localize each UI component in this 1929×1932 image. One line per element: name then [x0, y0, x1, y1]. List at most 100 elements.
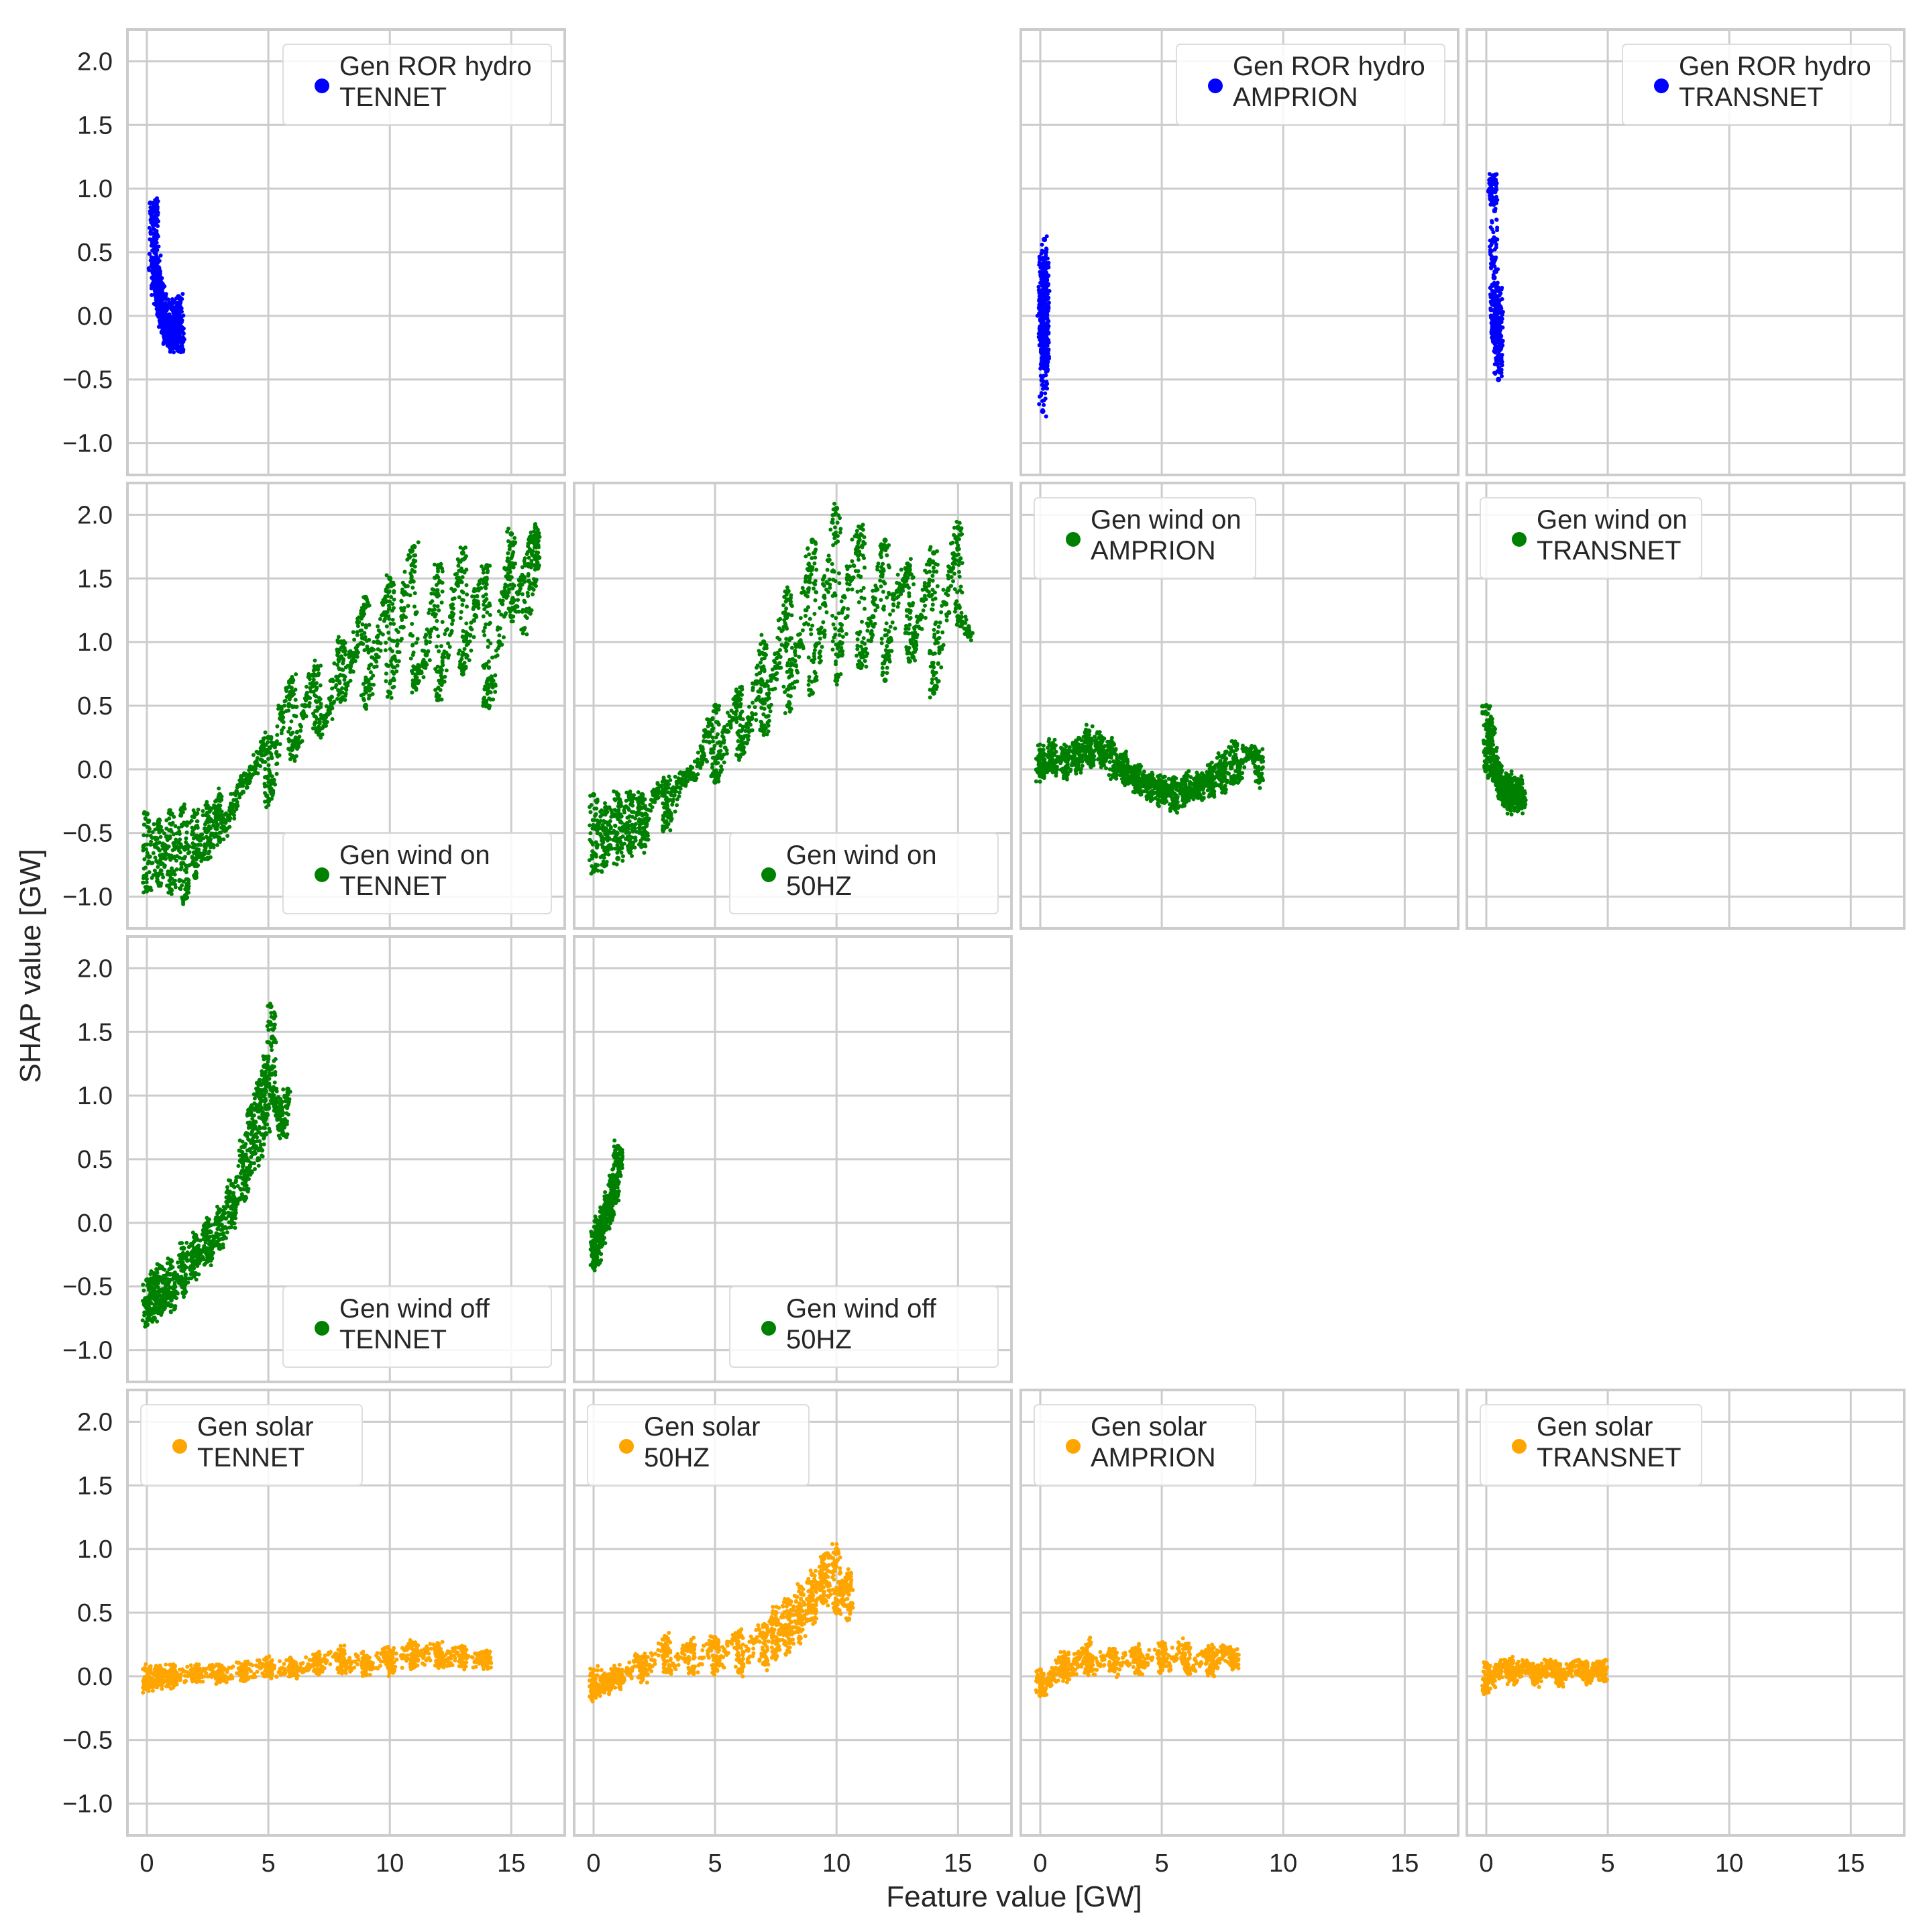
data-point — [347, 653, 351, 657]
data-point — [394, 669, 399, 674]
data-point — [395, 638, 400, 643]
data-point — [1041, 328, 1046, 333]
data-point — [531, 533, 536, 538]
data-point — [487, 696, 492, 701]
data-point — [712, 778, 717, 783]
data-point — [661, 777, 666, 782]
data-point — [661, 801, 665, 806]
data-point — [196, 843, 201, 847]
data-point — [182, 806, 187, 811]
data-point — [1488, 225, 1493, 229]
data-point — [535, 539, 540, 544]
data-point — [609, 814, 614, 819]
data-point — [239, 784, 244, 788]
data-point — [496, 609, 501, 614]
data-point — [269, 755, 274, 759]
data-point — [307, 677, 312, 682]
data-point — [178, 850, 182, 855]
data-point — [510, 586, 515, 591]
data-point — [1040, 398, 1044, 403]
data-point — [493, 690, 498, 694]
data-point — [1045, 256, 1050, 261]
data-point — [425, 662, 429, 667]
data-point — [288, 726, 292, 731]
data-point — [290, 675, 294, 679]
data-point — [351, 650, 356, 655]
data-point — [288, 695, 292, 700]
data-point — [314, 730, 319, 735]
data-point — [324, 704, 329, 708]
data-point — [464, 583, 469, 588]
data-point — [477, 581, 482, 586]
data-point — [409, 574, 414, 578]
legend-label: Gen ROR hydro — [1679, 52, 1871, 81]
data-point — [709, 773, 714, 778]
data-point — [710, 739, 715, 744]
data-point — [338, 690, 343, 695]
data-point — [355, 633, 360, 637]
data-point — [447, 633, 452, 637]
data-point — [366, 666, 371, 671]
data-point — [457, 576, 461, 580]
data-point — [643, 811, 648, 816]
data-point — [456, 564, 461, 568]
data-point — [1500, 286, 1504, 290]
data-point — [461, 598, 465, 602]
data-point — [256, 771, 260, 775]
data-point — [166, 297, 170, 302]
data-point — [410, 643, 415, 648]
data-point — [747, 704, 751, 709]
data-point — [147, 268, 152, 272]
data-point — [494, 654, 498, 659]
data-point — [302, 703, 307, 708]
data-point — [733, 698, 738, 702]
data-point — [1045, 319, 1050, 324]
data-point — [409, 563, 414, 568]
data-point — [462, 556, 467, 561]
data-point — [421, 657, 426, 662]
data-point — [762, 706, 767, 711]
data-point — [229, 792, 233, 796]
data-point — [677, 790, 682, 795]
data-point — [430, 608, 435, 612]
data-point — [680, 771, 685, 776]
data-point — [461, 639, 466, 643]
data-point — [408, 656, 413, 661]
data-point — [1496, 301, 1500, 305]
data-point — [288, 752, 292, 757]
data-point — [537, 563, 541, 568]
data-point — [155, 845, 160, 850]
data-point — [522, 561, 527, 566]
data-point — [1495, 310, 1500, 315]
data-point — [1492, 174, 1496, 179]
data-point — [690, 765, 695, 770]
data-point — [180, 330, 185, 335]
data-point — [293, 698, 298, 702]
data-point — [745, 715, 750, 720]
data-point — [194, 874, 199, 879]
data-point — [502, 635, 506, 639]
data-point — [750, 711, 755, 715]
data-point — [413, 553, 418, 557]
data-point — [414, 676, 419, 680]
data-point — [1493, 190, 1498, 195]
data-point — [1500, 325, 1505, 330]
data-point — [390, 649, 394, 653]
data-point — [197, 852, 201, 857]
data-point — [1042, 333, 1046, 338]
data-point — [522, 580, 527, 584]
data-point — [410, 653, 415, 657]
data-point — [758, 660, 763, 665]
data-point — [664, 819, 669, 824]
data-point — [487, 601, 492, 606]
data-point — [624, 790, 629, 795]
data-point — [315, 700, 319, 704]
data-point — [602, 855, 606, 860]
data-point — [387, 589, 392, 594]
data-point — [751, 688, 755, 692]
data-point — [763, 643, 768, 648]
data-point — [1492, 315, 1497, 319]
data-point — [155, 841, 160, 846]
data-point — [385, 694, 390, 699]
data-point — [1490, 220, 1494, 225]
